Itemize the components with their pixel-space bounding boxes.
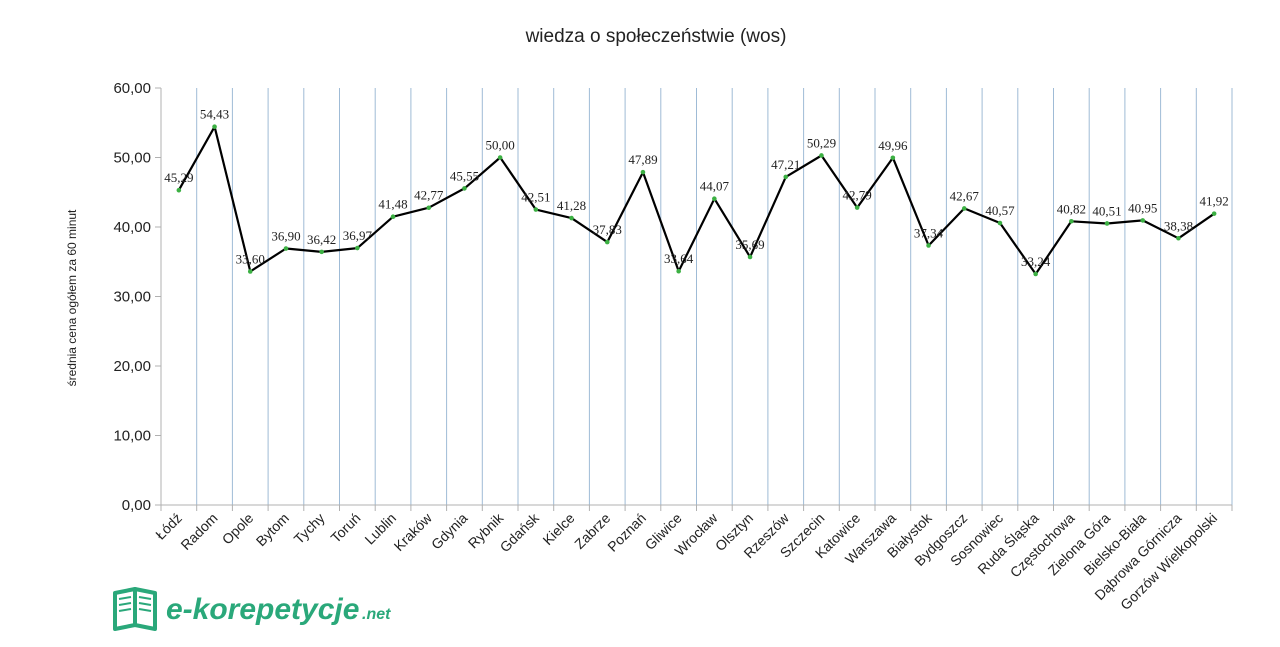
watermark-text: e-korepetycje: [166, 593, 359, 626]
data-point: [247, 269, 253, 274]
x-tick-label: Opole: [219, 510, 257, 548]
data-label: 36,97: [343, 228, 373, 243]
y-tick-label: 50,00: [113, 150, 151, 167]
series-line: [177, 125, 1215, 276]
data-label: 42,77: [414, 188, 444, 203]
x-tick-label: Kraków: [391, 509, 436, 554]
data-label: 37,83: [593, 222, 622, 237]
data-label: 50,00: [486, 138, 515, 153]
data-label: 45,29: [164, 170, 193, 185]
y-tick-labels: 0,00 10,00 20,00 30,00 40,00 50,00 60,00: [113, 80, 161, 514]
data-label: 40,95: [1128, 200, 1157, 215]
x-tick-label: Gdynia: [428, 510, 471, 553]
data-label: 44,07: [700, 179, 730, 194]
data-label: 42,51: [521, 190, 550, 205]
data-label: 49,96: [878, 138, 908, 153]
data-point: [1069, 219, 1074, 224]
chart-title: wiedza o społeczeństwie (wos): [525, 26, 787, 47]
data-label: 42,79: [843, 188, 872, 203]
watermark-suffix: .net: [362, 606, 391, 623]
data-label: 38,38: [1164, 218, 1193, 233]
data-point: [1176, 235, 1181, 241]
y-tick-label: 20,00: [113, 358, 151, 375]
data-label: 36,42: [307, 232, 336, 247]
x-tick-label: Toruń: [327, 510, 363, 546]
x-tick-label: Łódź: [152, 510, 185, 543]
watermark-logo: e-korepetycje .net: [113, 587, 391, 631]
data-point: [1140, 218, 1146, 223]
data-point: [783, 174, 789, 180]
data-point: [1104, 221, 1110, 226]
data-point: [355, 245, 360, 251]
data-point: [1211, 211, 1217, 216]
data-label: 42,67: [950, 188, 980, 203]
data-label: 40,57: [985, 203, 1015, 218]
data-labels: 45,29 54,43 33,60 36,90 36,42 36,97 41,48 42,77…: [164, 107, 1229, 269]
y-tick-label: 10,00: [113, 428, 151, 445]
data-point: [533, 207, 539, 212]
x-tick-label: Radom: [177, 510, 220, 553]
data-point: [926, 243, 931, 248]
data-point: [426, 205, 432, 211]
gridlines: [160, 88, 1233, 505]
data-point: [462, 186, 467, 191]
data-point: [212, 124, 217, 130]
data-label: 40,51: [1092, 203, 1121, 218]
data-label: 41,28: [557, 198, 586, 213]
data-point: [890, 155, 896, 161]
data-label: 36,90: [271, 229, 300, 244]
data-point: [640, 169, 646, 175]
data-point: [747, 254, 753, 260]
data-point: [1033, 271, 1038, 277]
y-tick-label: 40,00: [113, 219, 151, 236]
x-tick-label: Gdańsk: [497, 509, 543, 555]
y-tick-label: 60,00: [113, 80, 151, 97]
data-point: [390, 214, 396, 220]
data-point: [676, 268, 681, 274]
data-label: 45,55: [450, 168, 479, 183]
data-label: 40,82: [1057, 201, 1086, 216]
data-label: 47,21: [771, 157, 800, 172]
y-tick-label: 30,00: [113, 289, 151, 306]
data-point: [604, 239, 610, 245]
data-point: [712, 196, 717, 202]
data-label: 33,24: [1021, 254, 1051, 269]
data-points: [176, 124, 1217, 277]
open-book-icon: [113, 587, 157, 631]
data-label: 50,29: [807, 135, 836, 150]
x-tick-label: Poznań: [604, 510, 649, 555]
data-label: 47,89: [628, 152, 657, 167]
data-point: [961, 206, 967, 211]
data-point: [854, 205, 860, 210]
x-tick-label: Bytom: [253, 510, 292, 549]
x-tick-label: Tychy: [291, 510, 328, 547]
data-point: [283, 246, 289, 251]
data-label: 33,60: [236, 251, 265, 266]
data-label: 35,69: [735, 237, 764, 252]
y-tick-label: 0,00: [122, 497, 151, 514]
data-point: [176, 187, 182, 193]
data-label: 33,64: [664, 251, 694, 266]
data-label: 37,34: [914, 225, 944, 240]
data-point: [497, 155, 503, 160]
data-label: 41,92: [1200, 194, 1229, 209]
y-axis-label: średnia cena ogółem za 60 minut: [65, 209, 79, 386]
data-point: [819, 153, 824, 158]
data-point: [997, 220, 1003, 226]
data-point: [569, 215, 574, 221]
data-point: [319, 249, 324, 255]
data-label: 41,48: [378, 197, 407, 212]
data-label: 54,43: [200, 107, 229, 122]
